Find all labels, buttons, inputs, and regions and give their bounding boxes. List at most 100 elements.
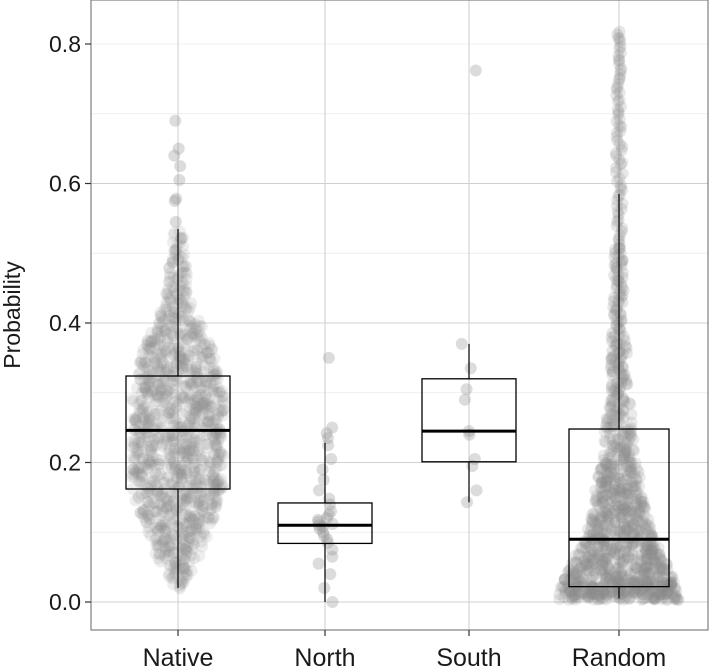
native-point <box>177 538 190 551</box>
native-point <box>182 354 194 367</box>
native-point <box>166 429 179 442</box>
random-point <box>638 559 651 572</box>
random-point <box>573 589 586 602</box>
native-point <box>149 332 161 345</box>
native-point <box>167 547 180 560</box>
native-point <box>176 459 189 472</box>
random-point <box>647 581 660 594</box>
random-point <box>643 567 656 580</box>
random-point <box>596 587 609 600</box>
random-point <box>570 556 583 569</box>
native-point <box>162 549 175 561</box>
native-point <box>178 352 191 365</box>
native-point <box>193 463 206 476</box>
random-point <box>622 551 635 564</box>
native-point <box>152 487 165 500</box>
native-point <box>158 533 171 546</box>
native-point <box>190 478 203 491</box>
native-point <box>182 305 195 318</box>
native-point <box>141 370 154 383</box>
native-point <box>163 292 175 305</box>
native-point <box>173 311 186 323</box>
native-point <box>145 385 158 398</box>
native-point <box>213 404 225 417</box>
native-point <box>195 341 208 354</box>
native-point <box>149 353 162 366</box>
native-point <box>212 475 225 488</box>
random-point <box>600 542 613 555</box>
native-point <box>210 456 223 469</box>
random-point <box>641 581 654 594</box>
random-point <box>604 563 617 576</box>
random-point <box>620 540 632 553</box>
native-point <box>185 525 198 537</box>
random-point <box>628 585 641 598</box>
native-point <box>211 477 224 490</box>
native-point <box>191 399 204 412</box>
random-point <box>649 555 662 568</box>
random-point <box>584 525 597 538</box>
native-point <box>159 525 172 538</box>
native-point <box>169 567 182 580</box>
native-point <box>173 582 186 595</box>
native-point <box>186 327 198 340</box>
random-point <box>626 558 639 571</box>
north-point <box>326 543 339 556</box>
y-tick-label: 0.0 <box>49 589 81 615</box>
random-point <box>648 552 661 565</box>
random-point <box>584 549 597 562</box>
native-point <box>184 413 197 426</box>
native-point <box>197 398 210 410</box>
native-point <box>142 499 155 512</box>
native-point <box>138 479 151 491</box>
native-point <box>148 408 161 421</box>
native-point <box>173 174 186 186</box>
random-point <box>665 576 678 589</box>
native-point <box>154 334 166 347</box>
north-point <box>320 512 333 525</box>
native-point <box>171 289 184 302</box>
random-point <box>579 558 592 571</box>
native-point <box>199 399 212 412</box>
native-point <box>183 392 196 405</box>
native-point <box>188 330 201 343</box>
random-point <box>562 576 575 588</box>
native-point <box>160 363 173 376</box>
native-point <box>151 453 164 466</box>
native-point <box>164 533 176 546</box>
native-point <box>128 454 140 467</box>
random-point <box>642 576 655 589</box>
native-point <box>147 497 160 510</box>
random-point <box>600 558 613 571</box>
random-point <box>580 559 592 572</box>
native-point <box>161 534 174 547</box>
random-point <box>592 548 605 561</box>
native-point <box>195 383 208 396</box>
native-point <box>170 248 182 261</box>
native-point <box>159 393 171 406</box>
random-point <box>616 556 629 569</box>
native-point <box>178 529 191 542</box>
native-point <box>194 398 207 411</box>
random-point <box>610 539 623 551</box>
native-point <box>180 455 193 468</box>
native-point <box>160 437 173 450</box>
native-point <box>169 433 182 446</box>
random-point <box>600 593 612 606</box>
random-point <box>600 588 612 601</box>
random-point <box>627 519 640 532</box>
random-point <box>655 554 667 567</box>
native-point <box>164 490 177 503</box>
random-point <box>661 576 674 589</box>
native-point <box>185 378 198 390</box>
random-point <box>646 582 659 595</box>
native-point <box>143 414 156 427</box>
native-point <box>178 508 191 521</box>
native-point <box>175 391 188 404</box>
native-point <box>217 397 230 410</box>
random-point <box>632 571 645 584</box>
random-point <box>640 544 653 557</box>
native-point <box>172 342 185 355</box>
random-point <box>661 585 674 598</box>
random-point <box>605 584 618 597</box>
